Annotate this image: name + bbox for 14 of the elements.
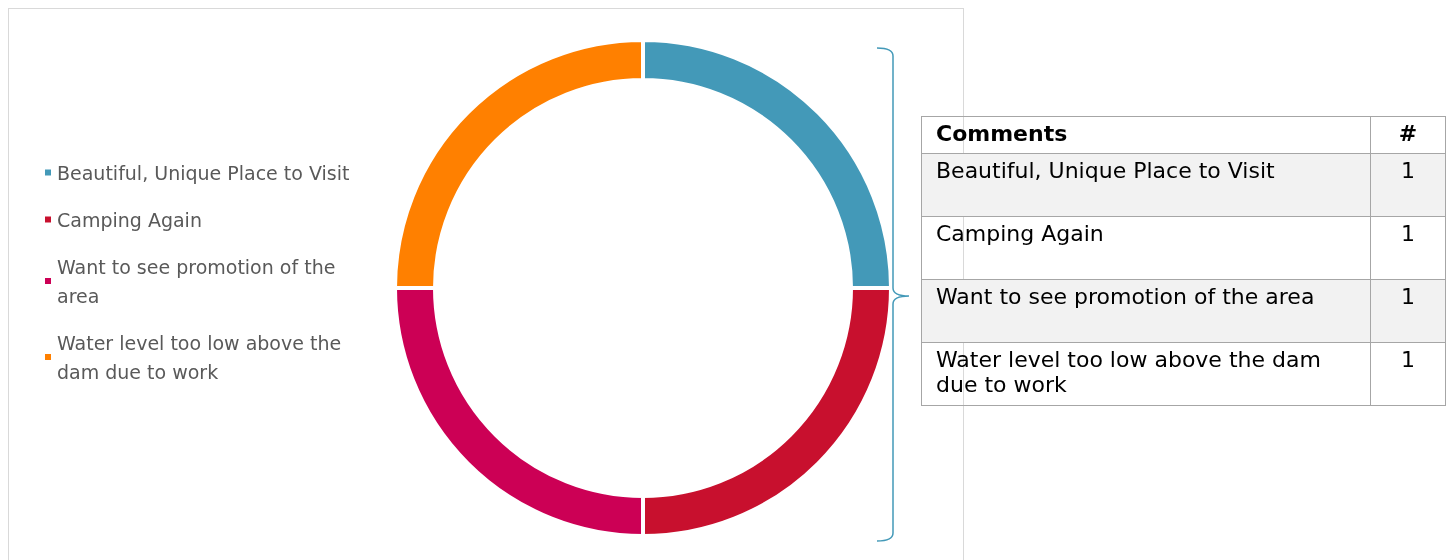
legend-label: Water level too low above the dam due to work [57,331,348,383]
category-label: Want to see promotion of the area [936,284,1315,309]
legend-label: Beautiful, Unique Place to Visit [57,161,350,184]
legend-label: Camping Again [57,208,202,231]
text: # [1370,116,1446,154]
category-label: Water level too low above the dam due to work [936,347,1321,397]
data-label: 1 [1370,216,1446,280]
text: Comments [921,116,1371,154]
data-label: 1 [1370,153,1446,217]
legend-label: Want to see promotion of the area [57,255,342,307]
data-label: 1 [1370,342,1446,406]
category-label: Camping Again [936,221,1104,246]
data-label: 1 [1370,279,1446,343]
slice-label: Beautiful, Unique Place to Visit [921,153,1371,217]
